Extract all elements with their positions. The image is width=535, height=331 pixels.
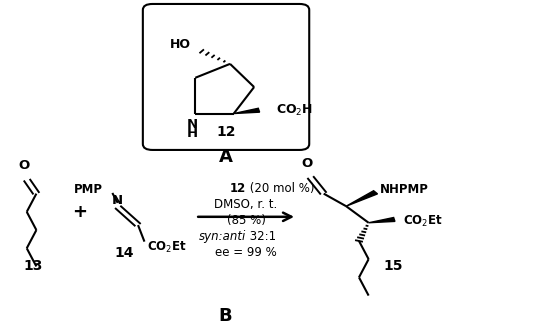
Text: syn:anti: syn:anti [199, 230, 246, 243]
Text: 12: 12 [230, 182, 246, 195]
Text: 15: 15 [384, 260, 403, 273]
Polygon shape [234, 108, 259, 114]
Text: (85 %): (85 %) [227, 214, 265, 227]
Text: N: N [187, 118, 198, 131]
Text: CO$_2$H: CO$_2$H [276, 103, 312, 118]
Text: HO: HO [170, 38, 191, 51]
Text: B: B [218, 307, 232, 325]
Polygon shape [369, 217, 395, 223]
Text: O: O [18, 160, 30, 172]
Polygon shape [346, 191, 378, 206]
Text: CO$_2$Et: CO$_2$Et [147, 240, 186, 255]
Text: O: O [301, 157, 313, 170]
Text: 32:1: 32:1 [246, 230, 276, 243]
Text: 13: 13 [24, 260, 43, 273]
Text: CO$_2$Et: CO$_2$Et [403, 214, 442, 229]
Text: NHPMP: NHPMP [380, 183, 429, 196]
Text: N: N [112, 194, 123, 208]
FancyBboxPatch shape [143, 4, 309, 150]
Text: A: A [219, 148, 233, 166]
Text: PMP: PMP [74, 183, 103, 196]
Text: 12: 12 [216, 125, 235, 139]
Text: +: + [72, 203, 87, 221]
Text: (20 mol %): (20 mol %) [246, 182, 315, 195]
Text: ee = 99 %: ee = 99 % [215, 246, 277, 259]
Text: H: H [187, 127, 198, 140]
Text: DMSO, r. t.: DMSO, r. t. [215, 198, 278, 211]
Text: 14: 14 [114, 246, 134, 260]
